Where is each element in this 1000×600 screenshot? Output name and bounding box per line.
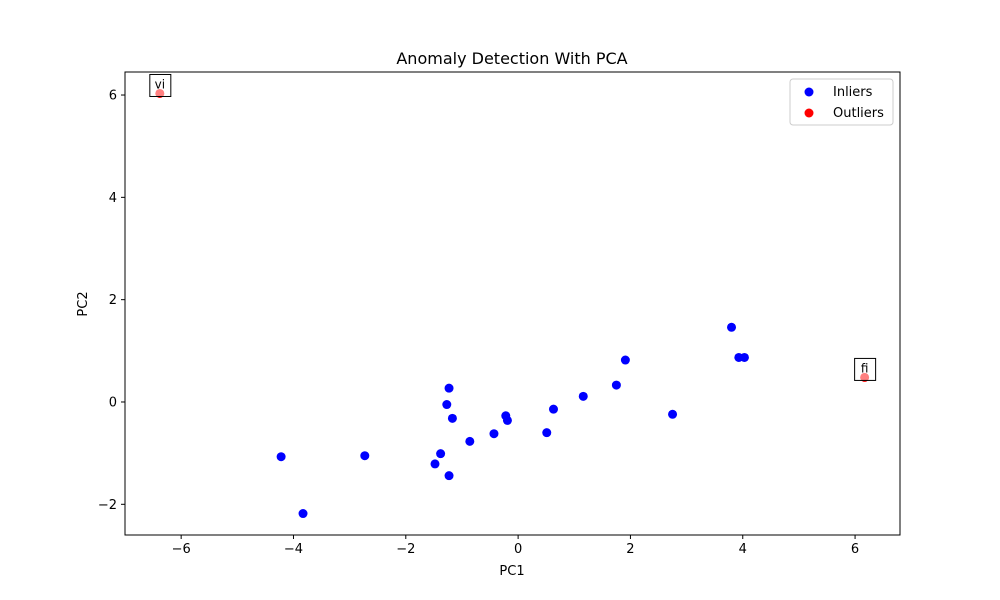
y-tick-label: 6 [109,89,117,104]
x-tick-label: −2 [396,542,415,557]
y-axis: −2 0 2 4 6 [98,89,125,513]
inlier-point [276,452,286,462]
inlier-point [444,471,454,481]
legend-label-outliers: Outliers [833,106,884,121]
inlier-point [668,409,678,419]
y-tick-label: 4 [109,191,117,206]
plot-frame [124,71,901,536]
x-tick-label: −6 [172,542,191,557]
inlier-points [276,322,749,519]
inlier-point [298,509,308,519]
x-tick-label: 2 [626,542,634,557]
inlier-point [739,352,749,362]
inlier-point [578,391,588,401]
x-tick-label: 6 [851,542,859,557]
inlier-point [542,428,552,438]
outlier-label: fi [861,361,869,375]
inlier-point [548,404,558,414]
y-tick-label: 0 [109,395,117,410]
outlier-label: vi [155,77,165,91]
inlier-point [360,451,370,461]
outlier-annotations: vi fi [149,73,877,381]
plot-area [124,71,901,536]
inlier-point [430,459,440,469]
outlier-points [155,88,870,382]
annotation-box [854,357,877,381]
annotation-box [149,73,172,97]
x-axis: −6 −4 −2 0 2 4 6 [172,535,859,557]
legend: Inliers Outliers [789,78,894,126]
legend-marker-inliers [804,87,814,97]
inlier-point [444,383,454,393]
inlier-point [465,436,475,446]
legend-marker-outliers [804,108,814,118]
legend-label-inliers: Inliers [833,85,873,100]
legend-box [789,78,894,126]
inlier-point [620,355,630,365]
x-axis-label: PC1 [499,564,524,579]
inlier-point [447,413,457,423]
y-tick-label: −2 [98,498,117,513]
y-axis-label: PC2 [76,291,91,316]
inlier-point [442,400,452,410]
inlier-point [611,380,621,390]
inlier-point [489,429,499,439]
y-tick-label: 2 [109,293,117,308]
inlier-point [727,322,737,332]
chart-title: Anomaly Detection With PCA [396,49,627,68]
x-tick-label: 4 [739,542,747,557]
inlier-point [436,449,446,459]
inlier-point [502,415,512,425]
x-tick-label: 0 [514,542,522,557]
x-tick-label: −4 [284,542,303,557]
